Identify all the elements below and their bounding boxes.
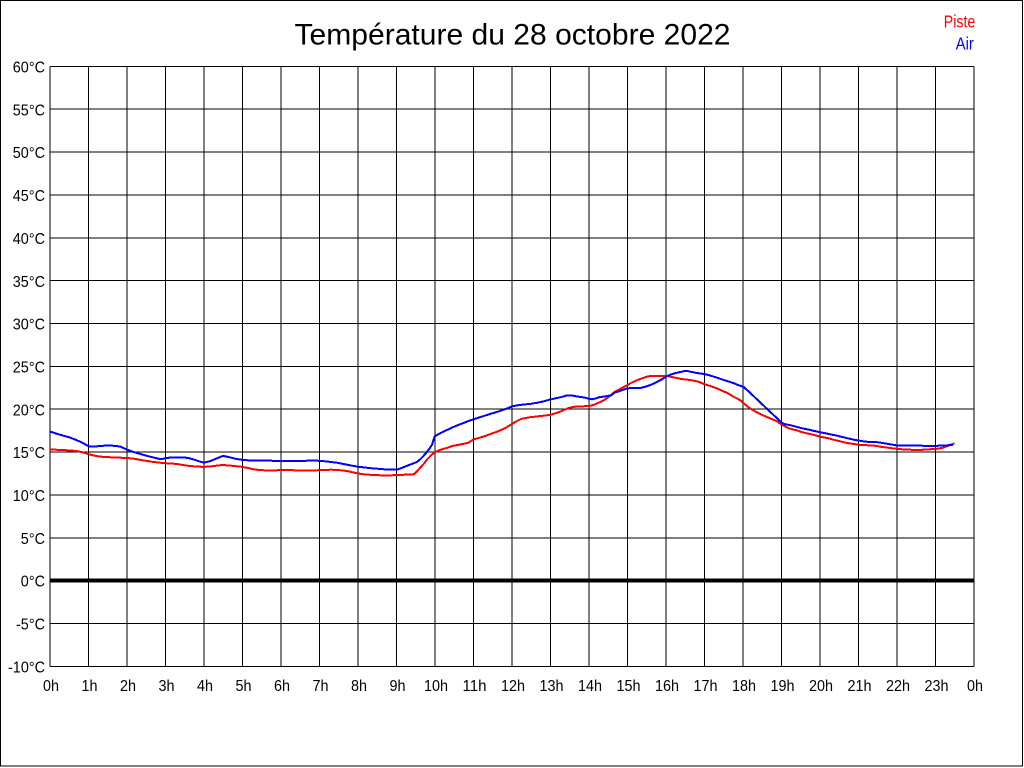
- svg-text:Air: Air: [956, 34, 974, 54]
- svg-text:12h: 12h: [501, 678, 525, 695]
- svg-text:30°C: 30°C: [13, 317, 45, 334]
- svg-text:19h: 19h: [771, 678, 795, 695]
- svg-text:23h: 23h: [925, 678, 949, 695]
- svg-text:4h: 4h: [197, 678, 213, 695]
- svg-text:25°C: 25°C: [13, 360, 45, 377]
- svg-text:14h: 14h: [578, 678, 602, 695]
- svg-text:45°C: 45°C: [13, 188, 45, 205]
- svg-text:15°C: 15°C: [13, 445, 45, 462]
- svg-text:9h: 9h: [390, 678, 406, 695]
- svg-text:13h: 13h: [540, 678, 564, 695]
- svg-text:40°C: 40°C: [13, 231, 45, 248]
- svg-text:55°C: 55°C: [13, 102, 45, 119]
- svg-text:3h: 3h: [159, 678, 175, 695]
- svg-text:2h: 2h: [120, 678, 136, 695]
- svg-text:50°C: 50°C: [13, 145, 45, 162]
- svg-text:16h: 16h: [655, 678, 679, 695]
- svg-text:0h: 0h: [43, 678, 59, 695]
- svg-text:20°C: 20°C: [13, 402, 45, 419]
- svg-text:7h: 7h: [313, 678, 329, 695]
- svg-text:1h: 1h: [82, 678, 98, 695]
- svg-text:17h: 17h: [694, 678, 718, 695]
- svg-text:Piste: Piste: [944, 12, 976, 32]
- svg-text:8h: 8h: [351, 678, 367, 695]
- svg-text:10°C: 10°C: [13, 488, 45, 505]
- svg-text:5h: 5h: [236, 678, 252, 695]
- svg-text:21h: 21h: [848, 678, 872, 695]
- svg-text:18h: 18h: [732, 678, 756, 695]
- svg-text:-5°C: -5°C: [16, 617, 45, 634]
- svg-text:6h: 6h: [274, 678, 290, 695]
- svg-text:22h: 22h: [886, 678, 910, 695]
- svg-text:0°C: 0°C: [21, 574, 45, 591]
- svg-text:-10°C: -10°C: [8, 659, 45, 676]
- svg-text:60°C: 60°C: [13, 60, 45, 77]
- svg-text:5°C: 5°C: [21, 531, 45, 548]
- svg-text:20h: 20h: [809, 678, 833, 695]
- svg-text:0h: 0h: [967, 678, 983, 695]
- svg-text:35°C: 35°C: [13, 274, 45, 291]
- svg-text:15h: 15h: [617, 678, 641, 695]
- svg-text:Température du 28 octobre 2022: Température du 28 octobre 2022: [295, 19, 731, 52]
- svg-text:10h: 10h: [424, 678, 448, 695]
- svg-text:11h: 11h: [463, 678, 487, 695]
